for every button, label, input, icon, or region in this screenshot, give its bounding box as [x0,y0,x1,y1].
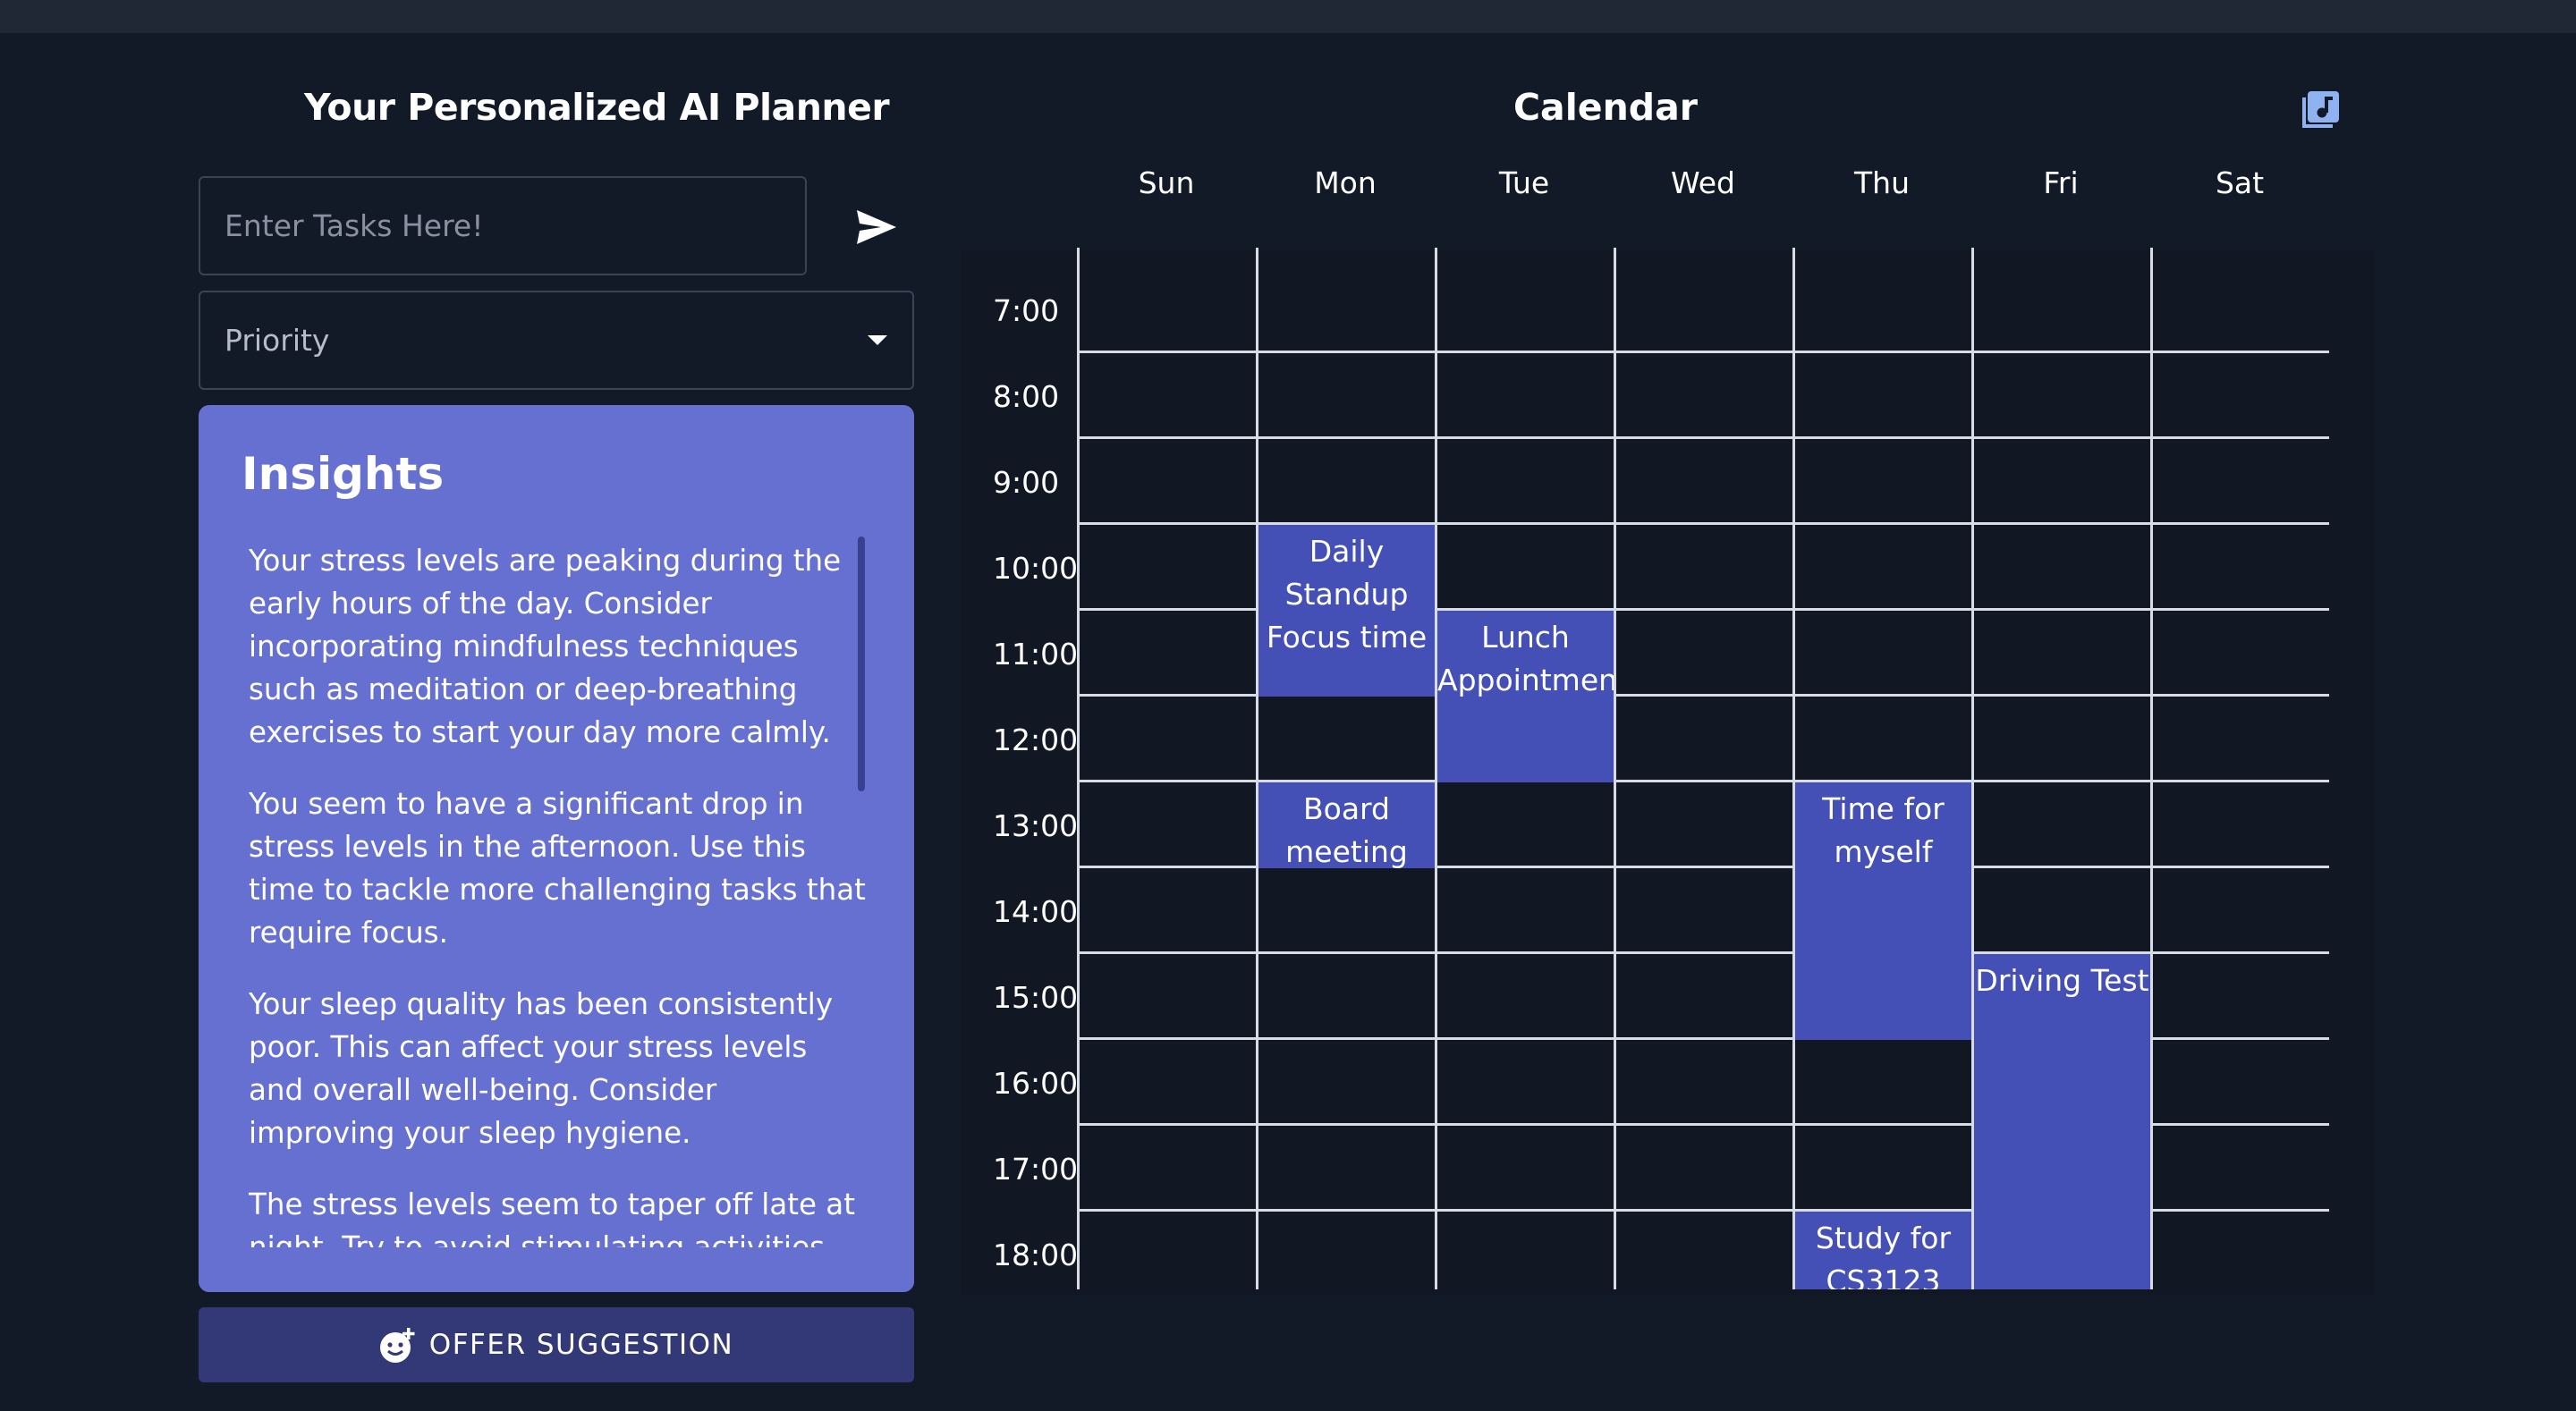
grid-line [1077,1209,2329,1212]
day-header-tue: Tue [1498,165,1550,200]
insights-scrollbar[interactable] [858,537,865,791]
event-lunch-appointment[interactable]: Lunch Appointment [1437,611,1614,782]
planner-title: Your Personalized AI Planner [304,86,890,129]
grid-line [1077,351,2329,353]
time-label: 14:00 [993,894,1079,929]
grid-line [1077,1037,2329,1040]
insight-paragraph: Your sleep quality has been consistently… [249,987,834,1150]
grid-line [1077,951,2329,954]
grid-line [1792,248,1795,1289]
insight-paragraph: Your stress levels are peaking during th… [249,544,842,749]
event-board-meeting[interactable]: Board meeting [1258,782,1435,868]
grid-line [1077,436,2329,439]
grid-line [1971,248,1974,1289]
time-label: 8:00 [993,379,1060,414]
priority-label: Priority [225,323,330,358]
priority-select[interactable]: Priority [199,291,914,390]
offer-suggestion-label: OFFER SUGGESTION [428,1329,734,1361]
grid-line [1077,608,2329,611]
day-header-sun: Sun [1138,165,1195,200]
task-input[interactable] [199,176,807,275]
event-daily-standup[interactable]: Daily Standup Focus time [1258,525,1435,697]
insights-body[interactable]: Your stress levels are peaking during th… [249,539,870,1292]
grid-line [1077,780,2329,782]
grid-line [2150,248,2153,1289]
day-header-sat: Sat [2215,165,2265,200]
calendar-title: Calendar [1513,86,1699,129]
time-label: 9:00 [993,465,1060,500]
day-header-wed: Wed [1671,165,1735,200]
time-label: 15:00 [993,980,1079,1015]
time-label: 7:00 [993,293,1060,328]
time-label: 12:00 [993,722,1079,757]
calendar-grid-area [962,250,2375,1295]
event-driving-test[interactable]: Driving Test [1974,954,2150,1289]
grid-line [1435,248,1437,1289]
event-time-for-myself[interactable]: Time for myself [1795,782,1971,1040]
time-label: 18:00 [993,1238,1079,1272]
offer-suggestion-button[interactable]: OFFER SUGGESTION [199,1307,914,1382]
insights-title: Insights [242,448,445,500]
event-study-cs3123[interactable]: Study for CS3123 [1795,1212,1971,1289]
insights-card: Insights Your stress levels are peaking … [199,405,914,1292]
day-header-fri: Fri [2043,165,2079,200]
day-header-mon: Mon [1314,165,1377,200]
insight-paragraph: You seem to have a significant drop in s… [249,787,866,950]
send-button[interactable] [850,200,903,254]
grid-line [1614,248,1616,1289]
grid-line [1077,522,2329,525]
insights-bottom-padding [199,1247,914,1292]
time-label: 17:00 [993,1152,1079,1187]
grid-line [1256,248,1258,1289]
grid-line [1077,248,1080,1289]
time-label: 11:00 [993,637,1079,672]
grid-line [1077,694,2329,697]
caret-down-icon [868,334,887,345]
time-label: 13:00 [993,808,1079,843]
face-plus-icon [379,1328,415,1363]
time-label: 16:00 [993,1066,1079,1101]
send-icon [857,210,896,244]
grid-line [1077,1123,2329,1126]
calendar-action-button[interactable] [2301,90,2340,130]
top-bar [0,0,2576,33]
time-label: 10:00 [993,551,1079,586]
music-library-icon [2302,91,2339,128]
grid-line [1077,866,2329,868]
day-header-thu: Thu [1854,165,1910,200]
